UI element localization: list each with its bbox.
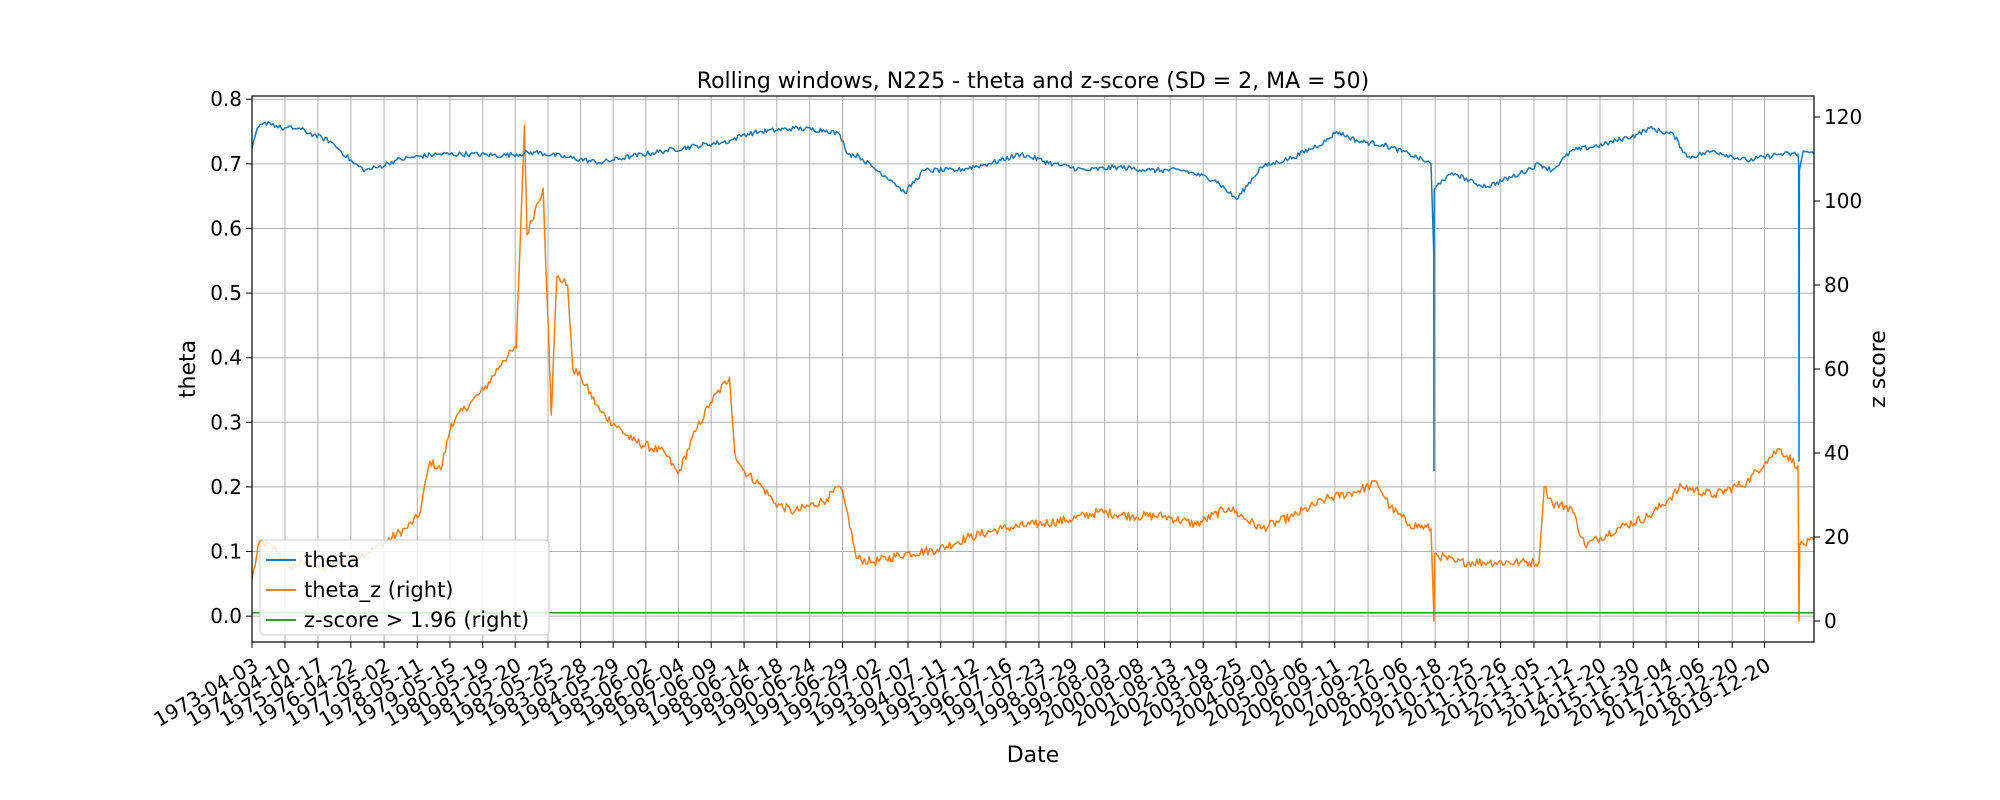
legend-label-theta: theta	[304, 548, 360, 572]
x-axis-label: Date	[1007, 743, 1060, 768]
x-axis: 1973-04-031974-04-101975-04-171976-04-22…	[149, 642, 1775, 732]
legend-box	[259, 539, 550, 636]
left-axis: 0.0 0.1 0.2 0.3 0.4 0.5 0.6 0.7 0.8	[210, 87, 252, 628]
left-tick-label: 0.6	[210, 216, 242, 240]
left-tick-label: 0.4	[210, 346, 242, 370]
left-tick-label: 0.7	[210, 152, 242, 176]
y-axis-label-right: z score	[1866, 330, 1891, 408]
series-theta-z	[252, 124, 1814, 622]
right-tick-label: 60	[1824, 357, 1849, 381]
y-axis-label-left: theta	[176, 340, 201, 398]
right-tick-label: 120	[1824, 105, 1862, 129]
legend-label-theta-z: theta_z (right)	[304, 578, 454, 603]
left-tick-label: 0.2	[210, 475, 242, 499]
legend: theta theta_z (right) z-score > 1.96 (ri…	[259, 539, 550, 636]
left-tick-label: 0.3	[210, 410, 242, 434]
right-tick-label: 100	[1824, 189, 1862, 213]
right-tick-label: 40	[1824, 441, 1849, 465]
legend-label-z-threshold: z-score > 1.96 (right)	[304, 608, 529, 632]
left-tick-label: 0.0	[210, 604, 242, 628]
right-axis: 0 20 40 60 80 100 120	[1814, 105, 1862, 633]
chart-title: Rolling windows, N225 - theta and z-scor…	[697, 69, 1369, 94]
right-tick-label: 80	[1824, 273, 1849, 297]
left-tick-label: 0.5	[210, 281, 242, 305]
series-theta	[252, 121, 1814, 472]
left-tick-label: 0.8	[210, 87, 242, 111]
right-tick-label: 20	[1824, 525, 1849, 549]
left-tick-label: 0.1	[210, 540, 242, 564]
right-tick-label: 0	[1824, 609, 1837, 633]
